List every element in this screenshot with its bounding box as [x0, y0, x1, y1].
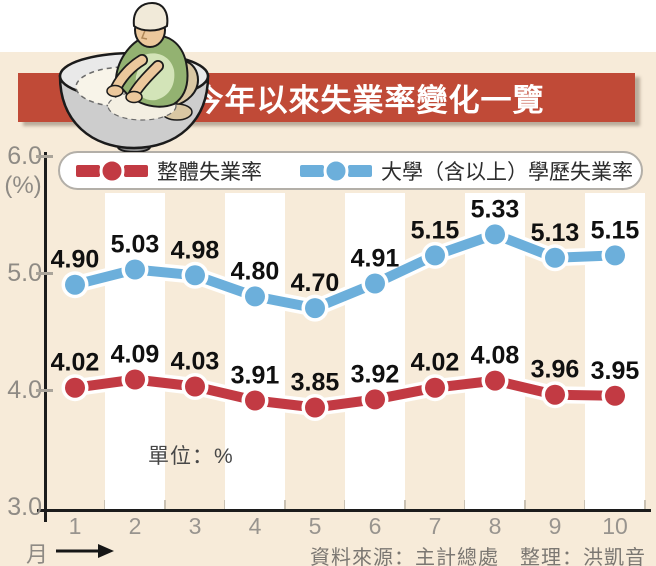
x-axis-label: 10: [602, 513, 628, 539]
data-point: [605, 245, 625, 266]
x-axis-label: 4: [248, 513, 262, 539]
legend-item-overall: 整體失業率: [76, 156, 262, 186]
x-axis-label: 6: [368, 513, 382, 539]
y-axis-label: 3.0: [7, 493, 42, 521]
value-label: 4.02: [411, 349, 460, 377]
data-point: [425, 245, 445, 266]
value-label: 3.95: [591, 357, 640, 385]
value-label: 4.70: [291, 269, 340, 297]
series-line: [70, 374, 620, 413]
value-label: 5.15: [591, 216, 640, 244]
value-label: 3.92: [351, 360, 400, 388]
x-axis-minor-tick: [284, 500, 286, 510]
y-axis-tick: [36, 155, 53, 158]
legend: 整體失業率 大學（含以上）學歷失業率: [58, 151, 643, 190]
x-axis-minor-tick: [404, 500, 406, 510]
data-point: [305, 298, 325, 319]
data-point: [485, 224, 505, 245]
value-label: 4.03: [171, 348, 220, 376]
x-axis-label: 7: [428, 513, 442, 539]
data-point: [605, 385, 625, 406]
value-label: 4.91: [351, 245, 400, 273]
source-credit: 資料來源：主計總處 整理：洪凱音: [310, 547, 646, 566]
value-label: 5.03: [111, 231, 160, 259]
value-label: 4.90: [51, 246, 100, 274]
value-label: 4.09: [111, 341, 160, 369]
x-axis-line: [37, 509, 651, 512]
y-axis-tick: [36, 389, 53, 392]
legend-label-overall: 整體失業率: [157, 160, 262, 184]
data-point: [125, 369, 145, 390]
data-point: [65, 274, 85, 295]
x-axis-label: 1: [68, 513, 82, 539]
unit-note: 單位：%: [148, 445, 234, 468]
value-label: 5.13: [531, 219, 580, 247]
university-line-swatch-icon: [300, 158, 372, 183]
overall-line-swatch-icon: [76, 158, 148, 183]
data-point: [185, 376, 205, 397]
value-label: 3.85: [291, 369, 340, 397]
x-axis-minor-tick: [164, 500, 166, 510]
value-label: 3.91: [231, 362, 280, 390]
y-axis-line: [44, 152, 47, 522]
background-stripe: [345, 193, 405, 511]
value-label: 4.80: [231, 257, 280, 285]
x-axis-label: 5: [308, 513, 322, 539]
legend-label-university: 大學（含以上）學歷失業率: [381, 160, 633, 184]
value-label: 4.08: [471, 342, 520, 370]
x-axis-minor-tick: [644, 500, 646, 510]
y-axis-unit: (%): [4, 172, 42, 199]
data-point: [365, 389, 385, 410]
page-title: 今年以來失業率變化一覽: [192, 83, 545, 118]
data-point: [545, 384, 565, 405]
x-axis-label: 2: [128, 513, 142, 539]
legend-item-university: 大學（含以上）學歷失業率: [300, 156, 633, 186]
data-point: [485, 370, 505, 391]
data-point: [65, 377, 85, 398]
value-label: 5.33: [471, 195, 520, 223]
data-point: [425, 377, 445, 398]
data-point: [305, 397, 325, 418]
data-point: [545, 247, 565, 268]
series-line: [70, 229, 620, 314]
background-stripe: [105, 193, 165, 511]
x-axis-label: 3: [188, 513, 202, 539]
data-point: [125, 259, 145, 280]
value-label: 3.96: [531, 356, 580, 384]
x-axis-title: 月: [26, 542, 49, 566]
person-kneading-dough-illustration: [58, 1, 210, 152]
data-point: [365, 273, 385, 294]
x-axis-label: 9: [548, 513, 562, 539]
x-axis-label: 8: [488, 513, 502, 539]
value-label: 4.98: [171, 236, 220, 264]
background-stripe: [225, 193, 285, 511]
data-point: [245, 286, 265, 307]
value-label: 4.02: [51, 349, 100, 377]
data-point: [245, 390, 265, 411]
data-point: [185, 265, 205, 286]
value-label: 5.15: [411, 216, 460, 244]
top-white-band: [0, 0, 656, 52]
x-axis-minor-tick: [524, 500, 526, 510]
right-arrow-icon: [56, 544, 114, 558]
y-axis-tick: [36, 272, 53, 275]
